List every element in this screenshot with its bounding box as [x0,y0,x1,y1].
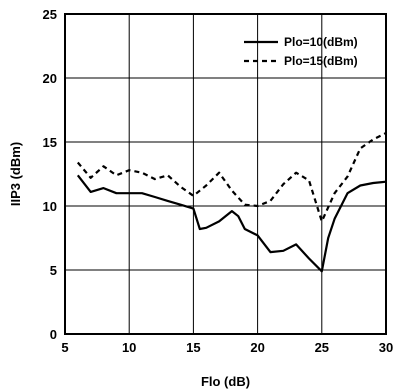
y-axis-title: IIP3 (dBm) [8,142,23,206]
data-series [76,132,387,273]
x-axis-title: Flo (dB) [201,374,250,389]
grid-lines [65,14,386,334]
x-tick-label: 30 [379,340,393,355]
series-line-plo15 [76,132,387,223]
x-tick-label: 20 [250,340,264,355]
x-tick-label: 25 [315,340,329,355]
y-tick-label: 5 [50,263,57,278]
x-tick-label: 15 [186,340,200,355]
legend-label-plo10: Plo=10(dBm) [284,35,358,49]
y-tick-label: 15 [43,135,57,150]
y-tick-label: 20 [43,71,57,86]
series-line-plo10 [76,174,387,273]
y-tick-label: 0 [50,327,57,342]
legend-label-plo15: Plo=15(dBm) [284,54,358,68]
y-tick-label: 25 [43,7,57,22]
x-tick-label: 5 [61,340,68,355]
legend: Plo=10(dBm) Plo=15(dBm) [244,35,358,68]
plot-area-frame [64,13,387,335]
x-tick-label: 10 [122,340,136,355]
y-tick-label: 10 [43,199,57,214]
